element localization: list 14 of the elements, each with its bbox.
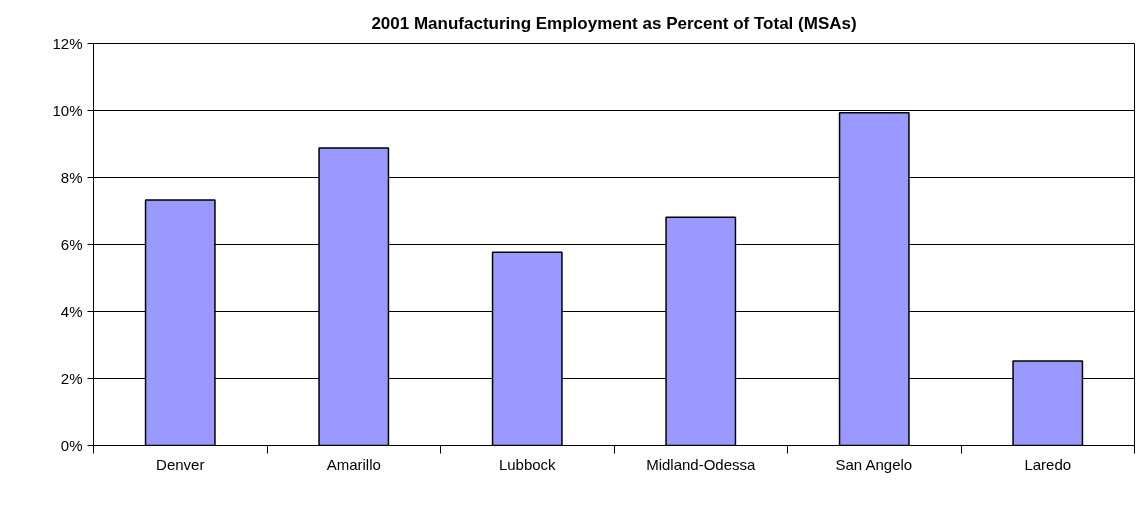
y-tick-label: 0%: [60, 437, 83, 454]
x-tick-label: San Angelo: [835, 455, 913, 473]
y-tick-label: 12%: [52, 35, 83, 52]
x-tick-label: Midland-Odessa: [646, 455, 757, 473]
x-tick-label: Denver: [156, 455, 205, 473]
chart-title: 2001 Manufacturing Employment as Percent of Total (MSAs): [371, 13, 857, 33]
x-tick-label: Laredo: [1024, 455, 1072, 473]
y-tick-label: 8%: [60, 169, 83, 186]
y-tick-label: 4%: [60, 303, 83, 320]
y-tick-label: 10%: [52, 102, 83, 119]
x-tick-label: Amarillo: [326, 455, 381, 473]
y-tick-label: 6%: [60, 236, 83, 253]
y-tick-label: 2%: [60, 370, 83, 387]
x-tick-label: Lubbock: [498, 455, 557, 473]
